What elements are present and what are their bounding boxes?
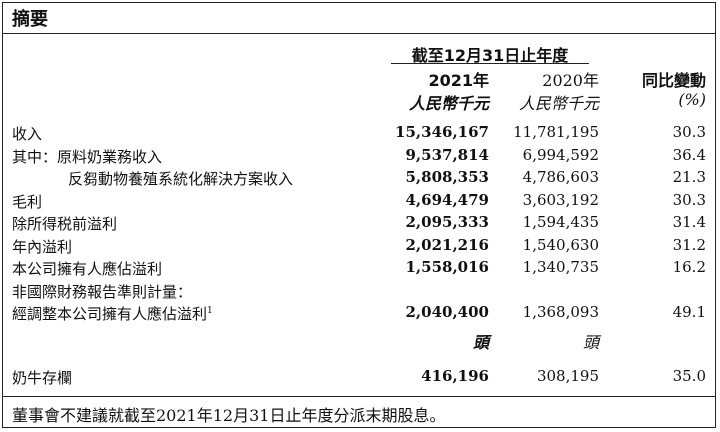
value-2021: 15,346,167 xyxy=(395,123,489,141)
value-change: 31.2 xyxy=(672,235,706,254)
row-label: 非國際財務報告準則計量： xyxy=(12,282,193,301)
panel-title: 摘要 xyxy=(3,3,715,34)
value-2020: 11,781,195 xyxy=(513,123,599,141)
row-label: 經調整本公司擁有人應佔溢利1 xyxy=(12,303,213,324)
value-2020: 4,786,603 xyxy=(522,168,599,186)
period-heading: 截至12月31日止年度 xyxy=(411,46,569,65)
change-heading: 同比變動 xyxy=(641,71,706,90)
unit-current-heading: 人民幣千元 xyxy=(408,94,489,113)
unit-change-heading: (%) xyxy=(678,90,706,109)
footnote-marker: 1 xyxy=(207,306,213,316)
cattle-2020: 308,195 xyxy=(536,367,599,385)
value-2020: 1,594,435 xyxy=(522,213,599,231)
table-row: 經調整本公司擁有人應佔溢利1 2,040,400 1,368,093 49.1 xyxy=(3,301,715,324)
row-label: 本公司擁有人應佔溢利 xyxy=(12,260,163,278)
value-2020: 1,540,630 xyxy=(522,235,599,254)
value-2021: 2,040,400 xyxy=(405,303,489,321)
row-label: 反芻動物養殖系統化解決方案收入 xyxy=(68,170,294,188)
row-label: 其中：原料奶業務收入 xyxy=(12,147,163,166)
table-row: 收入 15,346,167 11,781,195 30.3 xyxy=(3,121,715,144)
figures-table: 收入 15,346,167 11,781,195 30.3 其中：原料奶業務收入… xyxy=(3,121,715,324)
value-2021: 1,558,016 xyxy=(405,258,489,276)
cattle-2021: 416,196 xyxy=(421,367,489,385)
table-row: 除所得税前溢利 2,095,333 1,594,435 31.4 xyxy=(3,211,715,234)
unit-head-2020: 頭 xyxy=(582,333,599,352)
row-label-text: 經調整本公司擁有人應佔溢利 xyxy=(12,305,208,323)
year-prior-heading: 2020年 xyxy=(542,71,599,90)
value-change: 30.3 xyxy=(672,123,706,141)
value-2021: 4,694,479 xyxy=(405,190,489,209)
year-current-heading: 2021年 xyxy=(428,71,489,90)
table-row: 非國際財務報告準則計量： xyxy=(3,279,715,302)
value-change: 21.3 xyxy=(672,168,706,186)
value-change: 16.2 xyxy=(672,258,706,276)
cattle-change: 35.0 xyxy=(672,367,706,385)
table-row: 反芻動物養殖系統化解決方案收入 5,808,353 4,786,603 21.3 xyxy=(3,166,715,189)
value-change: 31.4 xyxy=(672,213,706,231)
value-2020: 1,340,735 xyxy=(522,258,599,276)
head-unit-row: 頭 頭 xyxy=(3,327,715,352)
unit-prior-heading: 人民幣千元 xyxy=(518,94,599,113)
row-label: 毛利 xyxy=(12,192,43,211)
summary-panel: 摘要 截至12月31日止年度 2021年 2020年 同比變動 人民幣千元 人民… xyxy=(2,2,716,428)
value-2020: 6,994,592 xyxy=(522,145,599,164)
table-row: 其中：原料奶業務收入 9,537,814 6,994,592 36.4 xyxy=(3,144,715,167)
row-label: 收入 xyxy=(12,125,43,143)
dividend-note: 董事會不建議就截至2021年12月31日止年度分派末期股息。 xyxy=(12,406,446,425)
value-change: 36.4 xyxy=(672,145,706,164)
value-2021: 2,095,333 xyxy=(405,213,489,231)
cattle-row: 奶牛存欄 416,196 308,195 35.0 xyxy=(3,365,715,387)
value-2020: 1,368,093 xyxy=(522,303,599,321)
value-change: 49.1 xyxy=(672,303,706,321)
row-label: 除所得税前溢利 xyxy=(12,215,118,233)
value-change: 30.3 xyxy=(672,190,706,209)
value-2021: 5,808,353 xyxy=(405,168,489,186)
footer-divider xyxy=(3,396,715,397)
value-2021: 9,537,814 xyxy=(405,145,489,164)
value-2020: 3,603,192 xyxy=(522,190,599,209)
row-label: 年內溢利 xyxy=(12,237,73,256)
table-row: 年內溢利 2,021,216 1,540,630 31.2 xyxy=(3,234,715,257)
table-row: 本公司擁有人應佔溢利 1,558,016 1,340,735 16.2 xyxy=(3,256,715,279)
table-header: 截至12月31日止年度 2021年 2020年 同比變動 人民幣千元 人民幣千元… xyxy=(3,34,715,114)
cattle-label: 奶牛存欄 xyxy=(12,369,73,387)
unit-head-2021: 頭 xyxy=(472,333,489,352)
value-2021: 2,021,216 xyxy=(405,235,489,254)
table-row: 毛利 4,694,479 3,603,192 30.3 xyxy=(3,189,715,212)
period-underline xyxy=(391,63,589,64)
